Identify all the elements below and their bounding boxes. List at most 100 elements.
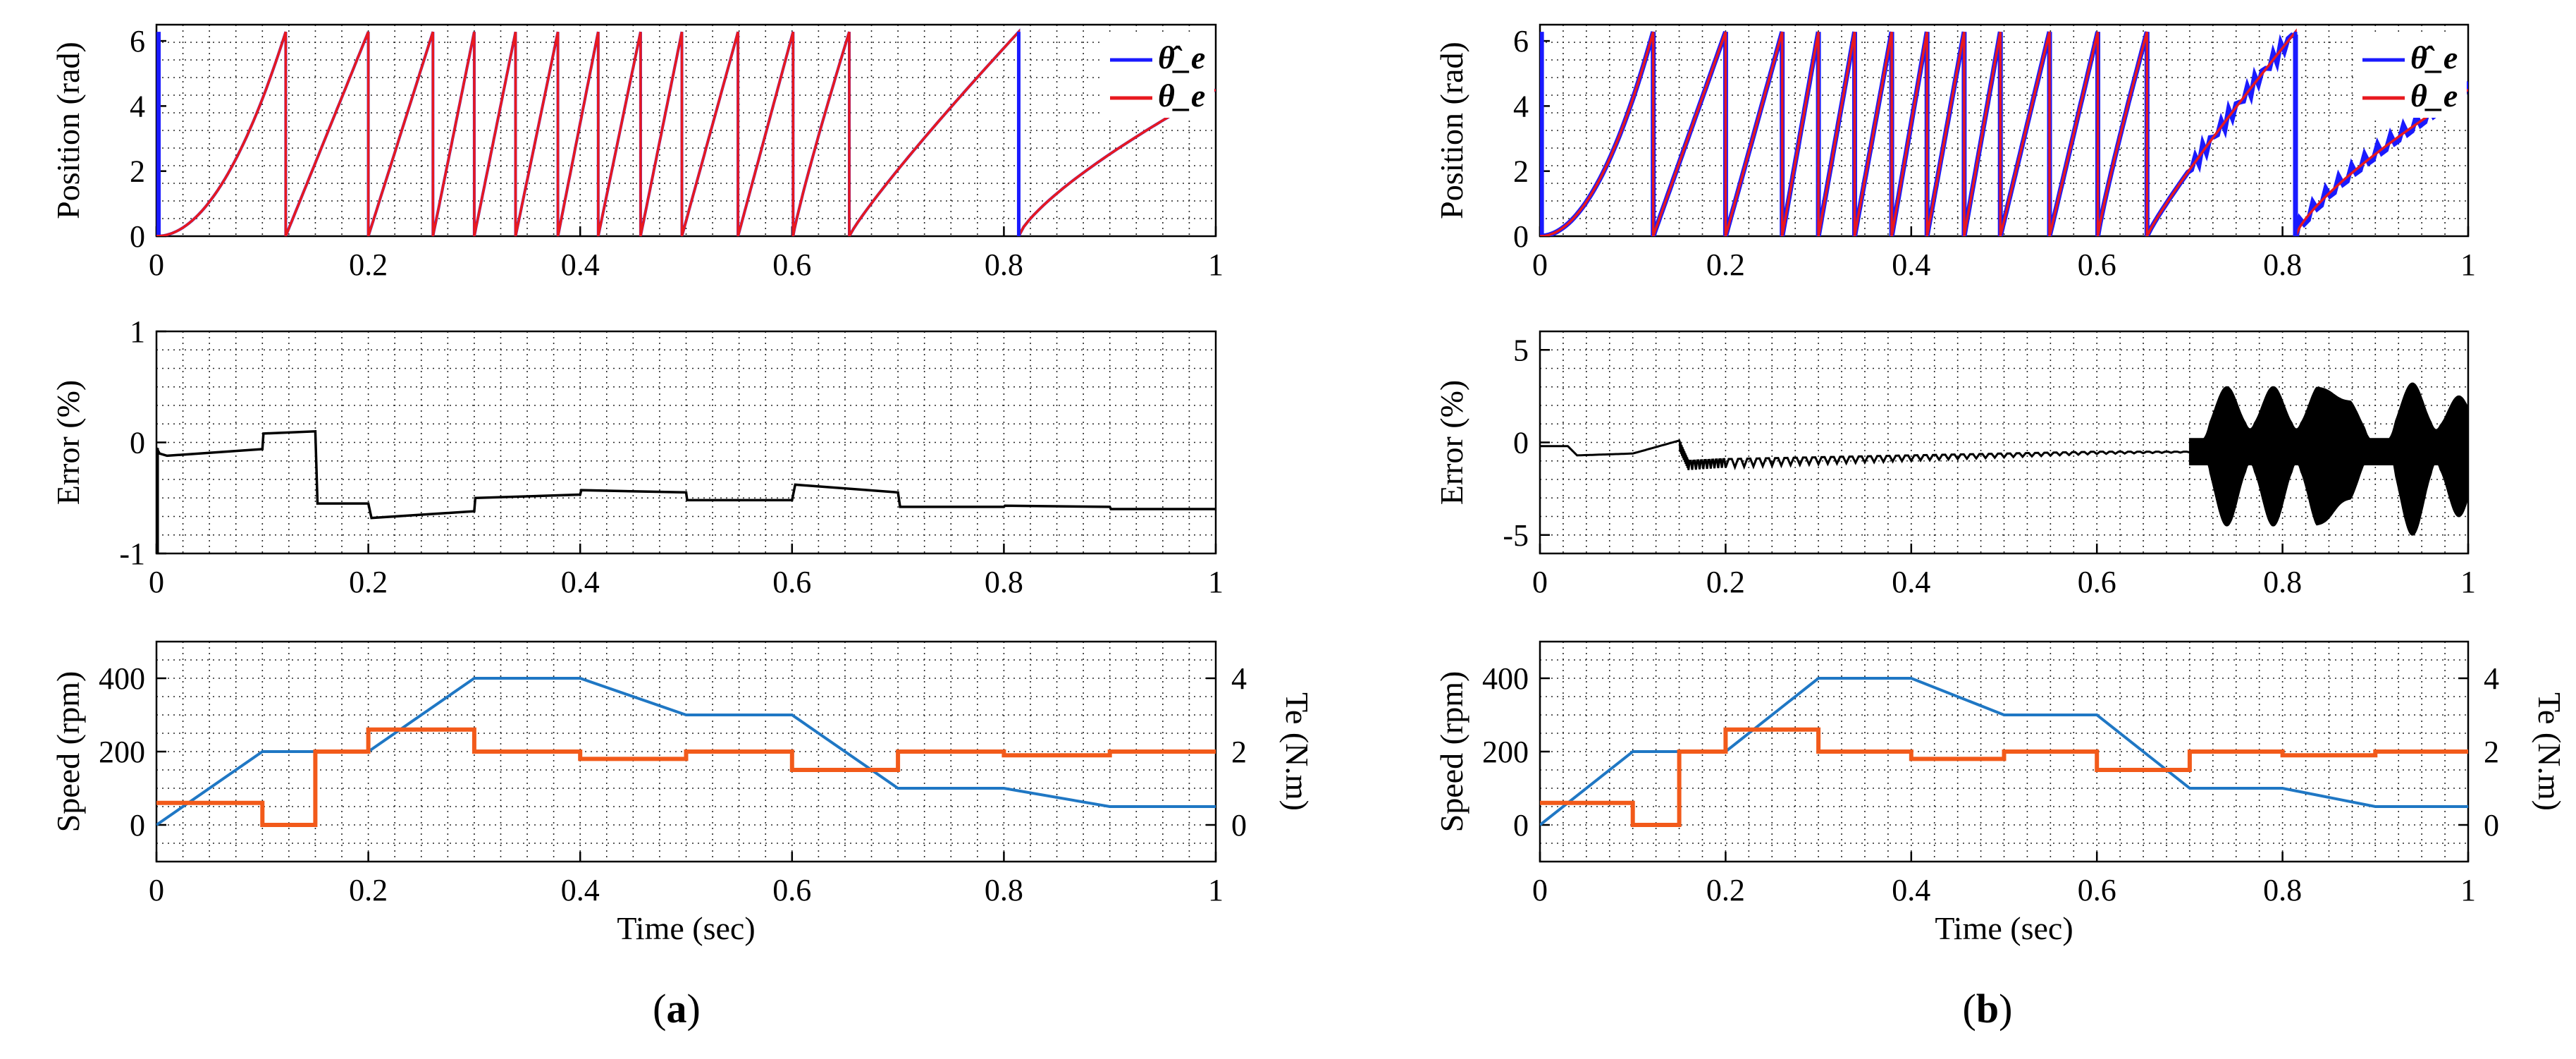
axes-frame [155, 23, 1217, 238]
grid [156, 25, 1216, 236]
y-tick-label: 200 [1482, 735, 1529, 769]
y-tick-label: 200 [99, 735, 145, 769]
series-theta [156, 28, 1216, 236]
panel-label-letter: b [1976, 986, 1999, 1032]
legend-label-theta-hat: θ̂_e [1158, 39, 1205, 75]
grid [1540, 642, 2468, 862]
x-tick-label: 0.2 [349, 247, 388, 282]
x-tick-label: 0.4 [561, 247, 600, 282]
y-tick-label: 400 [1482, 661, 1529, 696]
x-tick-label: 1 [1208, 247, 1224, 282]
y-tick-label: 0 [130, 426, 145, 460]
grid [1540, 25, 2468, 236]
y-tick-label: 0 [1513, 219, 1529, 254]
x-tick-label: 0 [149, 873, 164, 907]
x-tick-label: 0.8 [985, 565, 1023, 599]
panel-label-open: ( [1963, 986, 1976, 1032]
y-axis-label: Speed (rpm) [50, 671, 86, 833]
x-tick-label: 0.6 [2078, 873, 2116, 907]
y-right-tick-label: 4 [1231, 661, 1247, 696]
x-tick-label: 0.2 [1706, 247, 1745, 282]
x-tick-label: 0.8 [985, 873, 1023, 907]
x-tick-label: 0.6 [2078, 565, 2116, 599]
y-tick-label: 400 [99, 661, 145, 696]
legend: θ̂_eθ_e [2355, 33, 2467, 118]
x-tick-label: 0.8 [985, 247, 1023, 282]
y-axis-label: Speed (rpm) [1434, 671, 1469, 833]
y-tick-label: 0 [1513, 808, 1529, 843]
x-tick-label: 0.6 [772, 873, 811, 907]
y-tick-label: -1 [119, 537, 145, 571]
y-right-axis-label: Te (N.m) [1279, 692, 1315, 811]
legend-box [1103, 33, 1214, 118]
y-tick-label: 0 [130, 808, 145, 843]
y-tick-label: 0 [1513, 426, 1529, 460]
x-tick-label: 0 [1532, 247, 1548, 282]
x-tick-label: 1 [2460, 873, 2476, 907]
y-tick-label: 5 [1513, 333, 1529, 367]
y-axis-label: Position (rad) [50, 42, 86, 219]
series-theta-hat [1540, 31, 2468, 236]
series-torque [1540, 727, 2468, 827]
x-axis-label: Time (sec) [1935, 910, 2073, 946]
x-tick-label: 0 [1532, 873, 1548, 907]
y-right-tick-label: 2 [1231, 735, 1247, 769]
y-tick-label: -5 [1503, 518, 1529, 553]
x-tick-label: 0.2 [349, 873, 388, 907]
y-right-tick-label: 2 [2484, 735, 2499, 769]
y-tick-label: 6 [130, 24, 145, 59]
panel-label-a: (a) [653, 986, 701, 1032]
x-tick-label: 0 [149, 565, 164, 599]
y-right-axis-label: Te (N.m) [2532, 692, 2568, 811]
y-tick-label: 4 [1513, 89, 1529, 123]
x-tick-label: 0.2 [1706, 565, 1745, 599]
x-tick-label: 0.4 [1892, 873, 1930, 907]
x-tick-label: 0.8 [2263, 873, 2302, 907]
y-right-tick-label: 0 [1231, 808, 1247, 843]
legend-label-theta: θ_e [2410, 78, 2458, 114]
y-axis-label: Error (%) [50, 380, 86, 506]
x-tick-label: 0.6 [2078, 247, 2116, 282]
series-torque [156, 727, 1216, 827]
panel-label-open: ( [653, 986, 666, 1032]
panel-label-close: ) [1999, 986, 2012, 1032]
legend-box [2355, 33, 2467, 118]
x-tick-label: 0 [149, 247, 164, 282]
x-tick-label: 0.2 [349, 565, 388, 599]
panel-label-b: (b) [1963, 986, 2013, 1032]
x-tick-label: 1 [1208, 565, 1224, 599]
y-tick-label: 2 [1513, 154, 1529, 189]
legend: θ̂_eθ_e [1103, 33, 1214, 118]
panel-label-close: ) [687, 986, 701, 1032]
x-tick-label: 0.6 [772, 565, 811, 599]
x-tick-label: 0 [1532, 565, 1548, 599]
series-error [156, 429, 1216, 520]
x-tick-label: 1 [2460, 565, 2476, 599]
x-tick-label: 1 [1208, 873, 1224, 907]
x-tick-label: 0.4 [1892, 565, 1930, 599]
x-axis-label: Time (sec) [617, 910, 755, 946]
panel-label-letter: a [667, 986, 687, 1032]
y-tick-label: 2 [130, 154, 145, 189]
x-tick-label: 0.8 [2263, 247, 2302, 282]
x-tick-label: 0.4 [561, 565, 600, 599]
subplot-b-position: 0 0.2 0.4 0.6 0.8 1 0 2 4 6 Position (rad) θ̂_eθ_e [1434, 23, 2476, 282]
x-tick-label: 0.8 [2263, 565, 2302, 599]
x-tick-label: 0.4 [1892, 247, 1930, 282]
x-tick-label: 0.2 [1706, 873, 1745, 907]
subplot-a-position: 0 0.2 0.4 0.6 0.8 1 0 2 4 6 Position (rad) θ̂_eθ_e [50, 23, 1224, 282]
legend-label-theta-hat: θ̂_e [2410, 39, 2458, 75]
y-axis-label: Position (rad) [1434, 42, 1469, 219]
axes-frame [1539, 23, 2470, 238]
y-right-tick-label: 4 [2484, 661, 2499, 696]
y-tick-label: 4 [130, 89, 145, 123]
y-tick-label: 1 [130, 314, 145, 349]
legend-label-theta: θ_e [1158, 78, 1205, 114]
series-error-baseline [1540, 439, 2190, 470]
x-tick-label: 1 [2460, 247, 2476, 282]
